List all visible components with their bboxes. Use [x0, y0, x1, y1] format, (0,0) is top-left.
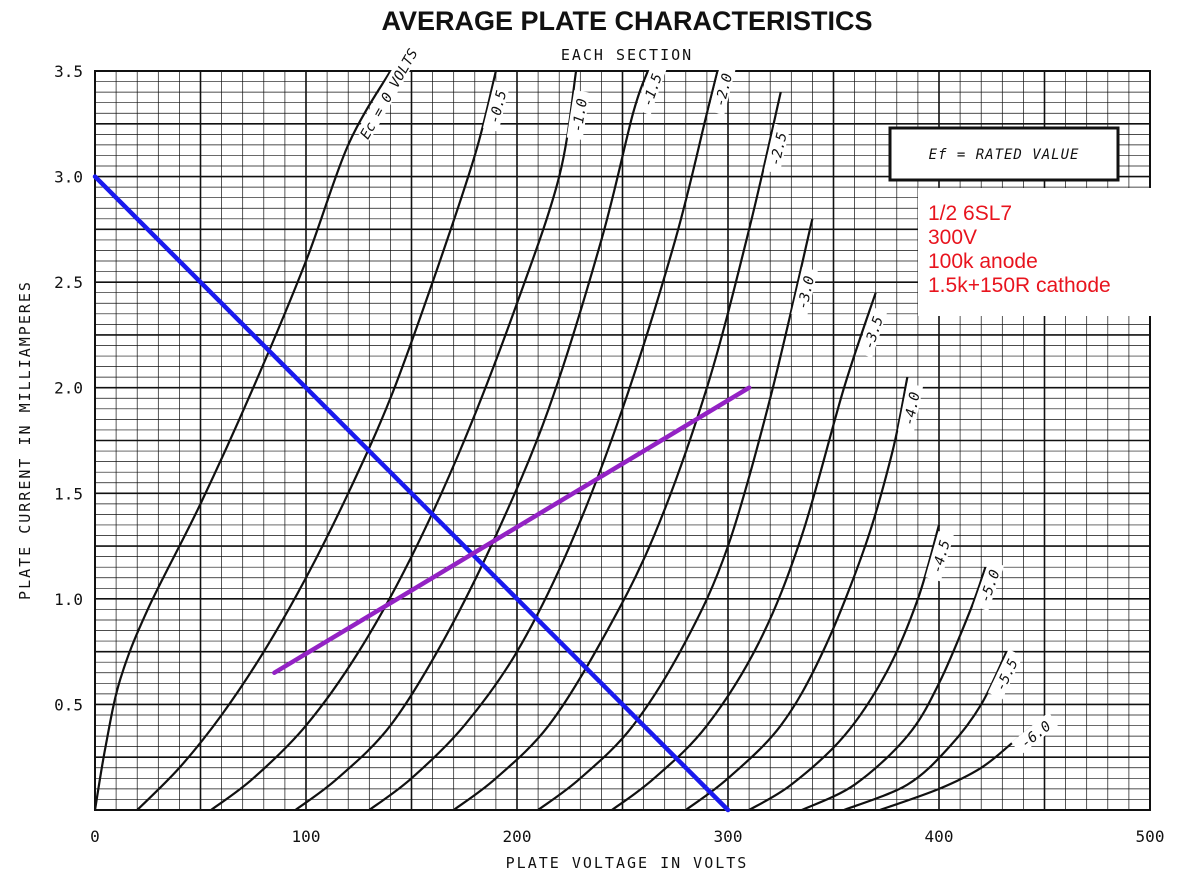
y-tick-label: 1.5 — [54, 484, 83, 503]
circuit-annotation: 1/2 6SL7 300V 100k anode 1.5k+150R catho… — [918, 188, 1154, 316]
grid-curve — [685, 376, 909, 811]
grid-curve — [801, 566, 987, 811]
x-tick-label: 200 — [503, 827, 532, 846]
grid — [94, 70, 1151, 811]
curve-label-bg — [791, 267, 818, 318]
load-line — [92, 174, 731, 813]
curve-label: -3.5 — [861, 314, 887, 351]
grid-curve — [537, 218, 814, 811]
axis-ticks: 0 100 200 300 400 500 0.5 1.0 1.5 2.0 2.5 3.0 3.5 — [54, 62, 1164, 846]
curve-label-bg — [925, 530, 954, 582]
curve-label-bg — [987, 649, 1024, 700]
y-axis-label: PLATE CURRENT IN MILLIAMPERES — [16, 280, 34, 600]
filament-note-text: Ef = RATED VALUE — [929, 147, 1080, 163]
x-tick-label: 100 — [292, 827, 321, 846]
cathode-load-line — [272, 385, 752, 676]
load-lines — [92, 174, 752, 813]
annotation-line-supply: 300V — [928, 226, 978, 249]
x-tick-label: 400 — [925, 827, 954, 846]
curve-label-bg — [708, 64, 736, 115]
grid-curve — [136, 70, 497, 811]
curve-label: -2.5 — [767, 131, 790, 167]
x-tick-label: 0 — [90, 827, 100, 846]
y-tick-label: 2.5 — [54, 273, 83, 292]
curve-label: -3.0 — [795, 275, 818, 311]
curve-label: -4.0 — [901, 391, 923, 427]
grid-curve — [210, 70, 578, 811]
grid-curve — [294, 70, 649, 811]
annotation-line-anode: 100k anode — [928, 250, 1038, 273]
x-tick-label: 500 — [1136, 827, 1165, 846]
curve-label-bg — [566, 90, 591, 141]
y-tick-label: 2.0 — [54, 379, 83, 398]
chart-title: AVERAGE PLATE CHARACTERISTICS — [381, 6, 872, 36]
curve-label-bg — [635, 64, 667, 115]
curve-label-bg — [973, 560, 1005, 612]
chart-subtitle: EACH SECTION — [561, 46, 693, 64]
grid-curve — [93, 70, 392, 811]
y-tick-label: 3.0 — [54, 168, 83, 187]
curve-label: -2.0 — [712, 72, 736, 109]
curve-family: Ec = 0 VOLTS -0.5 -1.0-1.5 -2.0-2.5-3.0-3.5… — [93, 45, 1059, 812]
grid-curve — [611, 292, 877, 811]
y-tick-label: 1.0 — [54, 590, 83, 609]
annotation-line-cathode: 1.5k+150R cathode — [928, 274, 1111, 297]
plot-frame — [94, 70, 1151, 811]
curve-label-bg — [482, 81, 511, 132]
grid-curve — [453, 91, 782, 811]
curve-label-bg — [897, 383, 924, 434]
y-tick-label: 0.5 — [54, 695, 83, 714]
curve-label: -0.5 — [487, 89, 511, 126]
filament-note-box: Ef = RATED VALUE — [888, 126, 1120, 182]
grid-curve — [843, 651, 1008, 812]
x-tick-label: 300 — [714, 827, 743, 846]
y-tick-label: 3.5 — [54, 62, 83, 81]
curve-label-bg — [763, 123, 791, 174]
grid-curve — [748, 524, 941, 811]
curve-label-bg — [1011, 712, 1059, 755]
annotation-line-tube: 1/2 6SL7 — [928, 202, 1013, 225]
grid-curve — [368, 70, 719, 811]
x-axis-label: PLATE VOLTAGE IN VOLTS — [506, 854, 749, 872]
curve-label-bg — [856, 307, 888, 358]
curve-label-bg — [355, 45, 420, 141]
curve-label: -1.0 — [570, 97, 591, 133]
